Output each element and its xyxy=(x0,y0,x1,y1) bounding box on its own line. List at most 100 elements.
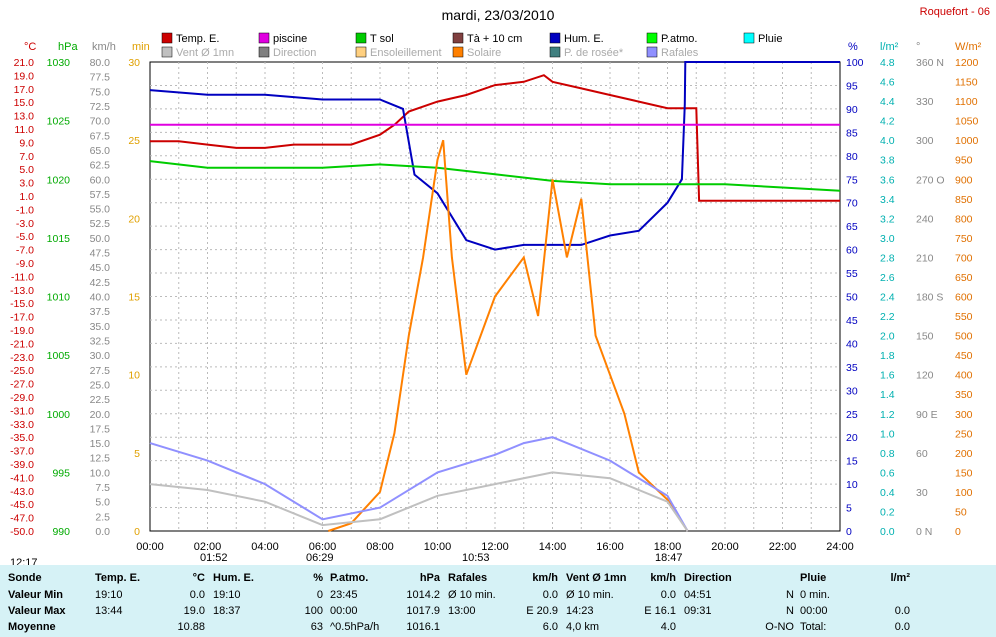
table-cell-time: 09:31 xyxy=(684,605,712,617)
table-header: Pluie xyxy=(800,572,827,584)
temp-tick-label: -45.0 xyxy=(10,499,34,511)
table-cell-value: 1014.2 xyxy=(406,589,440,601)
minutes-tick-label: 15 xyxy=(128,292,140,304)
table-cell-time: 19:10 xyxy=(213,589,241,601)
wind-tick-label: 80.0 xyxy=(90,57,111,69)
wind-tick-label: 70.0 xyxy=(90,116,111,128)
direction-tick-label: 180 S xyxy=(916,292,943,304)
humidity-tick-label: 85 xyxy=(846,127,858,139)
table-header: P.atmo. xyxy=(330,572,369,584)
rain-tick-label: 3.2 xyxy=(880,213,895,225)
wind-tick-label: 42.5 xyxy=(90,277,111,289)
table-cell-time: 0 min. xyxy=(800,589,830,601)
legend-label: Hum. E. xyxy=(564,33,604,45)
series-layer xyxy=(149,61,841,532)
direction-tick-label: 0 N xyxy=(916,526,932,538)
temp-tick-label: -43.0 xyxy=(10,486,34,498)
direction-tick-label: 60 xyxy=(916,448,928,460)
wind-tick-label: 32.5 xyxy=(90,335,111,347)
pressure-tick-label: 1010 xyxy=(47,292,71,304)
series-line xyxy=(149,436,689,532)
x-tick-label: 12:00 xyxy=(481,541,509,553)
rain-tick-label: 4.4 xyxy=(880,96,895,108)
series-line xyxy=(327,139,689,532)
temp-tick-label: -21.0 xyxy=(10,338,34,350)
humidity-tick-label: 5 xyxy=(846,503,852,515)
humidity-tick-label: 95 xyxy=(846,80,858,92)
table-header-unit: l/m² xyxy=(890,572,910,584)
table-cell-value: 100 xyxy=(304,605,323,617)
table-cell-time: 4,0 km xyxy=(566,621,600,633)
solar-tick-label: 1050 xyxy=(955,116,979,128)
table-header: Vent Ø 1mn xyxy=(566,572,627,584)
wind-tick-label: 50.0 xyxy=(90,233,111,245)
table-cell-time: 18:37 xyxy=(213,605,241,617)
table-header-unit: hPa xyxy=(419,572,440,584)
pressure-tick-label: 1015 xyxy=(47,233,71,245)
solar-tick-label: 1150 xyxy=(955,77,978,89)
legend-label: T sol xyxy=(370,33,394,45)
series-line xyxy=(150,74,840,202)
table-cell-value: 0.0 xyxy=(894,621,910,633)
legend-swatch xyxy=(355,32,367,44)
table-cell-value: N xyxy=(786,605,794,617)
minutes-tick-label: 5 xyxy=(134,448,140,460)
time-marker: 01:52 xyxy=(200,552,228,564)
pressure-tick-label: 1030 xyxy=(47,57,71,69)
temp-tick-label: -47.0 xyxy=(10,513,34,525)
axis-unit-min: min xyxy=(132,41,150,53)
humidity-tick-label: 75 xyxy=(846,174,858,186)
rain-tick-label: 2.6 xyxy=(880,272,895,284)
table-cell-value: 0.0 xyxy=(542,589,558,601)
temp-tick-label: -31.0 xyxy=(10,405,34,417)
time-marker: 18:47 xyxy=(655,552,683,564)
table-cell-value: 10.88 xyxy=(177,621,205,633)
solar-tick-label: 450 xyxy=(955,350,973,362)
solar-tick-label: 500 xyxy=(955,331,973,343)
legend-swatch xyxy=(549,32,561,44)
wind-tick-label: 65.0 xyxy=(90,145,111,157)
x-tick-label: 10:00 xyxy=(424,541,452,553)
temp-tick-label: -33.0 xyxy=(10,419,34,431)
x-tick-label: 08:00 xyxy=(366,541,394,553)
wind-tick-label: 60.0 xyxy=(90,174,111,186)
humidity-tick-label: 55 xyxy=(846,268,858,280)
legend-swatch xyxy=(452,46,464,58)
minutes-tick-label: 0 xyxy=(134,526,140,538)
temp-tick-label: 7.0 xyxy=(19,151,34,163)
x-tick-label: 14:00 xyxy=(539,541,567,553)
wind-tick-label: 20.0 xyxy=(90,409,111,421)
wind-tick-label: 10.0 xyxy=(90,467,111,479)
temp-tick-label: -11.0 xyxy=(11,271,34,283)
pressure-tick-label: 990 xyxy=(52,526,70,538)
legend-swatch xyxy=(161,32,173,44)
legend-swatch xyxy=(743,32,755,44)
table-header: Sonde xyxy=(8,572,42,584)
wind-tick-label: 0.0 xyxy=(95,526,110,538)
legend-swatch xyxy=(258,32,270,44)
time-marker: 10:53 xyxy=(462,552,490,564)
rain-tick-label: 4.6 xyxy=(880,77,895,89)
legend-swatch xyxy=(646,46,658,58)
pressure-tick-label: 1025 xyxy=(47,116,71,128)
table-cell-value: 1017.9 xyxy=(406,605,440,617)
wind-tick-label: 17.5 xyxy=(90,423,111,435)
solar-tick-label: 950 xyxy=(955,155,973,167)
legend-label: piscine xyxy=(273,33,307,45)
solar-tick-label: 150 xyxy=(955,467,973,479)
pressure-tick-label: 995 xyxy=(52,467,70,479)
rain-tick-label: 2.2 xyxy=(880,311,895,323)
humidity-tick-label: 70 xyxy=(846,198,858,210)
table-cell-time: 13:44 xyxy=(95,605,123,617)
axis-unit-solar: W/m² xyxy=(955,41,982,53)
humidity-tick-label: 45 xyxy=(846,315,858,327)
solar-tick-label: 850 xyxy=(955,194,973,206)
legend-label: Direction xyxy=(273,47,316,59)
table-cell-value: 0.0 xyxy=(894,605,910,617)
legend-label: Vent Ø 1mn xyxy=(176,47,234,59)
wind-tick-label: 72.5 xyxy=(90,101,111,113)
temp-tick-label: -3.0 xyxy=(16,218,34,230)
temp-tick-label: -27.0 xyxy=(10,379,34,391)
legend-label: P.atmo. xyxy=(661,33,698,45)
rain-tick-label: 3.0 xyxy=(880,233,895,245)
